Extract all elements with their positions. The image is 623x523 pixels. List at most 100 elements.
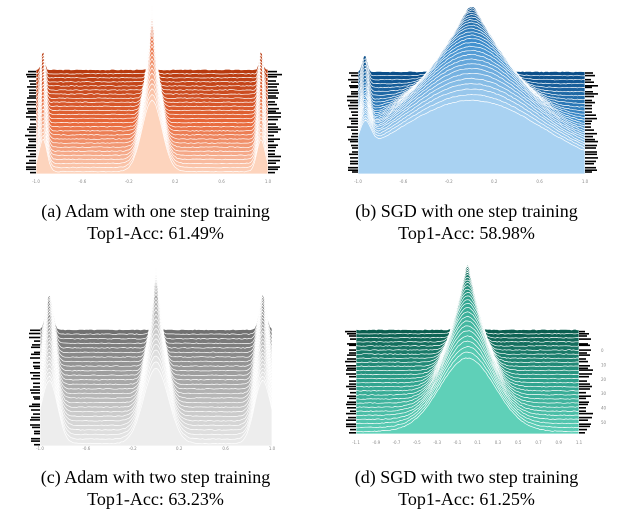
y-tick-left-d-29 <box>346 419 356 421</box>
y-tick-left-d-4 <box>347 343 356 345</box>
y-tick-left-b-0 <box>349 72 358 74</box>
y-tick-right-d-6 <box>579 349 591 351</box>
y-tick-left-a-17 <box>30 123 36 125</box>
x-tick-label-c-4: 0.6 <box>222 446 229 451</box>
y-tick-left-a-13 <box>28 111 36 113</box>
x-tick-label-d-1: -0.9 <box>372 440 380 445</box>
y-tick-right-b-28 <box>585 157 598 159</box>
y-tick-left-d-11 <box>346 365 356 367</box>
y-tick-left-d-5 <box>349 345 356 347</box>
y-tick-left-d-27 <box>346 413 356 415</box>
ridge-plot-a: -1.0 -0.6 -0.2 0.2 0.6 1.0 <box>0 0 311 195</box>
y-tick-left-b-14 <box>352 114 358 116</box>
y-tick-left-d-25 <box>347 407 356 409</box>
y-tick-left-d-0 <box>345 331 356 333</box>
y-tick-left-b-31 <box>348 167 358 169</box>
y-tick-left-d-2 <box>349 335 356 337</box>
y-tick-right-b-27 <box>585 154 597 156</box>
y-tick-right-b-30 <box>585 163 594 165</box>
y-tick-left-a-19 <box>27 129 36 131</box>
y-tick-left-d-7 <box>349 352 356 354</box>
y-tick-left-a-21 <box>25 135 36 137</box>
x-tick-label-c-2: -0.2 <box>129 446 137 451</box>
x-tick-label-a-5: 1.0 <box>265 179 272 184</box>
y-tick-left-a-8 <box>29 95 36 97</box>
x-tick-label-b-3: 0.2 <box>491 179 498 184</box>
y-tick-right-d-0 <box>579 331 585 333</box>
y-tick-left-b-22 <box>348 139 358 141</box>
y-tick-right-b-3 <box>585 81 594 83</box>
y-tick-left-b-10 <box>350 102 358 104</box>
y-tick-right-b-31 <box>585 167 596 169</box>
x-tick-label-c-3: 0.2 <box>176 446 183 451</box>
y-tick-left-d-30 <box>346 423 356 425</box>
y-tick-right-d-29 <box>579 419 588 421</box>
y-tick-left-d-12 <box>347 368 356 370</box>
y-tick-right-b-9 <box>585 100 592 102</box>
y-tick-left-b-26 <box>352 151 358 153</box>
y-tick-left-a-11 <box>26 104 36 106</box>
y-tick-left-c-23 <box>31 409 40 411</box>
y-tick-left-c-27 <box>30 424 40 426</box>
y-tick-right-d-25 <box>579 407 586 409</box>
y-tick-left-d-33 <box>349 432 356 434</box>
y-tick-left-c-3 <box>34 340 40 342</box>
y-tick-left-c-31 <box>31 438 40 440</box>
figure-panel-b: -1.0 -0.6 -0.2 0.2 0.6 1.0 (b) SGD with one s… <box>311 0 622 261</box>
y-tick-left-a-15 <box>26 116 36 118</box>
figure-panel-c: -1.0 -0.6 -0.2 0.2 0.6 1.0 (c) Adam with two … <box>0 262 311 523</box>
y-tick-right-a-17 <box>268 123 276 125</box>
y-tick-left-c-6 <box>34 352 40 354</box>
y-tick-right-a-30 <box>268 162 276 164</box>
y-tick-right-d-28 <box>579 417 592 419</box>
caption-title-d: (d) SGD with two step training <box>311 466 622 488</box>
x-tick-label-d-0: -1.1 <box>352 440 360 445</box>
y-tick-left-d-8 <box>347 354 356 356</box>
right-tick-label-d-5: 50 <box>601 420 607 425</box>
y-tick-left-a-14 <box>26 112 36 114</box>
y-tick-right-d-10 <box>579 361 588 363</box>
y-tick-left-d-18 <box>346 386 356 388</box>
y-tick-left-c-4 <box>32 344 40 346</box>
y-tick-left-d-19 <box>349 388 356 390</box>
y-tick-right-d-5 <box>579 345 590 347</box>
y-tick-right-b-19 <box>585 129 594 131</box>
x-tick-label-d-11: 1.1 <box>576 440 583 445</box>
y-tick-right-b-12 <box>585 108 592 110</box>
y-tick-right-a-28 <box>268 156 281 158</box>
y-tick-left-b-18 <box>347 126 358 128</box>
y-tick-right-a-19 <box>268 129 281 131</box>
y-tick-right-a-2 <box>268 76 277 78</box>
y-tick-right-d-22 <box>579 398 586 400</box>
y-tick-right-a-32 <box>268 169 278 171</box>
y-tick-right-d-1 <box>579 333 589 335</box>
y-tick-right-a-3 <box>268 80 276 82</box>
y-tick-left-b-8 <box>347 96 358 98</box>
y-tick-left-b-7 <box>351 93 358 95</box>
y-tick-right-b-1 <box>585 75 595 77</box>
y-tick-left-d-9 <box>347 358 356 360</box>
y-tick-left-b-15 <box>349 118 358 120</box>
y-tick-right-b-14 <box>585 114 596 116</box>
y-tick-left-a-4 <box>30 83 36 85</box>
y-tick-right-d-9 <box>579 358 586 360</box>
y-tick-right-a-4 <box>268 83 279 85</box>
y-tick-right-d-17 <box>579 383 590 385</box>
caption-accuracy-b: Top1-Acc: 58.98% <box>311 222 622 244</box>
y-tick-right-b-2 <box>585 79 591 81</box>
y-tick-left-c-9 <box>33 362 40 364</box>
y-tick-right-a-0 <box>268 71 277 73</box>
x-tick-label-a-2: -0.2 <box>125 179 133 184</box>
y-tick-left-a-6 <box>29 90 36 92</box>
caption-title-c: (c) Adam with two step training <box>0 466 311 488</box>
y-tick-left-a-33 <box>30 172 36 174</box>
y-tick-left-c-17 <box>30 389 40 391</box>
y-tick-right-b-24 <box>585 145 597 147</box>
y-tick-left-c-10 <box>33 366 40 368</box>
x-tick-label-d-4: -0.3 <box>433 440 441 445</box>
y-tick-left-b-4 <box>349 85 358 87</box>
y-tick-left-a-3 <box>29 80 36 82</box>
y-tick-left-b-17 <box>351 123 358 125</box>
right-tick-label-d-0: 0 <box>601 348 604 353</box>
y-tick-left-d-1 <box>347 333 356 335</box>
